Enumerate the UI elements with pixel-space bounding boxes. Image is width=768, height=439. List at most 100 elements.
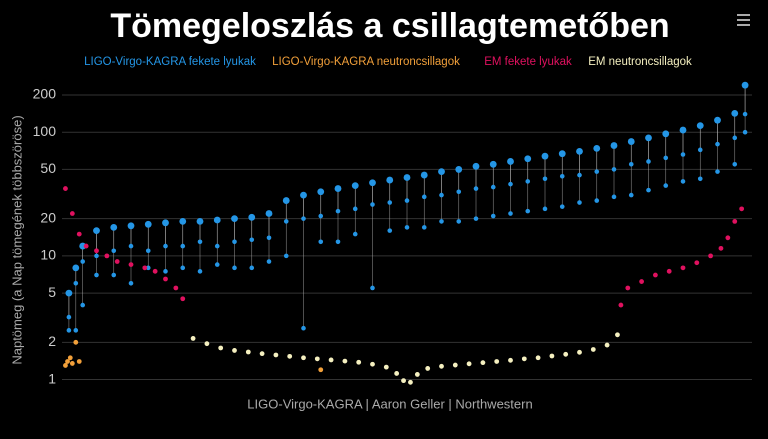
component-point xyxy=(214,243,220,249)
component-point xyxy=(111,272,117,278)
remnant-point xyxy=(334,185,342,192)
component-point xyxy=(301,325,306,331)
remnant-point xyxy=(196,217,204,225)
point xyxy=(76,359,82,364)
point xyxy=(163,276,168,282)
component-point xyxy=(370,285,375,291)
remnant-point xyxy=(576,147,583,155)
point xyxy=(328,357,334,363)
component-point xyxy=(249,265,255,271)
remnant-point xyxy=(403,174,411,181)
remnant-point xyxy=(265,210,273,217)
component-point xyxy=(283,219,289,224)
point xyxy=(301,355,306,361)
chart-title: Tömegeloszlás a csillagtemetőben xyxy=(110,7,669,45)
component-point xyxy=(266,259,272,264)
component-point xyxy=(628,192,634,198)
point xyxy=(535,355,541,361)
point xyxy=(204,341,210,347)
point xyxy=(83,243,89,249)
component-point xyxy=(732,162,738,167)
point xyxy=(383,364,389,370)
point xyxy=(615,332,620,338)
component-point xyxy=(335,208,341,214)
component-point xyxy=(214,262,220,267)
point xyxy=(680,265,686,271)
point xyxy=(425,366,431,371)
point xyxy=(577,349,582,355)
point xyxy=(69,211,75,216)
point xyxy=(480,360,486,366)
component-point xyxy=(715,141,720,147)
point xyxy=(128,262,134,267)
remnant-point xyxy=(541,152,549,160)
component-point xyxy=(663,155,669,161)
point xyxy=(508,357,513,363)
component-point xyxy=(266,235,272,241)
point xyxy=(76,231,82,237)
remnant-point xyxy=(369,179,376,187)
point xyxy=(394,371,400,376)
remnant-point xyxy=(162,219,169,227)
menu-icon[interactable] xyxy=(737,14,750,26)
point xyxy=(104,253,110,259)
remnant-point xyxy=(213,216,221,224)
point xyxy=(63,186,68,191)
component-point xyxy=(128,281,134,286)
component-point xyxy=(456,189,462,195)
remnant-point xyxy=(438,168,445,176)
remnant-point xyxy=(127,222,135,230)
component-point xyxy=(128,243,134,249)
point xyxy=(356,359,362,365)
component-point xyxy=(335,239,341,245)
remnant-point xyxy=(248,213,256,221)
y-tick-label: 10 xyxy=(40,247,56,263)
component-point xyxy=(646,187,651,193)
component-point xyxy=(197,269,203,274)
point xyxy=(466,361,472,367)
y-tick-label: 2 xyxy=(48,333,56,349)
component-point xyxy=(628,162,634,167)
remnant-point xyxy=(593,144,601,152)
component-point xyxy=(439,192,444,198)
component-point xyxy=(180,243,186,249)
point xyxy=(318,367,324,373)
remnant-point xyxy=(472,162,480,170)
component-point xyxy=(742,111,748,117)
point xyxy=(639,279,644,284)
remnant-point xyxy=(627,138,635,145)
point xyxy=(739,206,745,212)
remnant-point xyxy=(72,264,80,272)
point xyxy=(452,362,458,368)
point xyxy=(114,259,120,264)
y-tick-label: 100 xyxy=(33,123,57,139)
y-tick-label: 200 xyxy=(33,86,57,102)
point xyxy=(414,372,420,377)
point xyxy=(287,353,293,359)
remnant-point xyxy=(282,197,290,204)
remnant-point xyxy=(144,220,152,228)
component-point xyxy=(577,172,582,178)
component-point xyxy=(80,259,85,264)
component-point xyxy=(559,173,565,179)
component-point xyxy=(542,206,548,212)
point xyxy=(245,349,251,355)
component-point xyxy=(80,302,85,308)
remnant-point xyxy=(317,188,325,196)
component-point xyxy=(163,269,168,274)
component-point xyxy=(697,176,703,182)
remnant-point xyxy=(179,217,187,225)
remnant-point xyxy=(93,227,100,235)
remnant-point xyxy=(741,81,749,89)
remnant-point xyxy=(679,126,687,134)
point xyxy=(408,379,413,385)
component-point xyxy=(352,231,358,237)
remnant-point xyxy=(110,223,118,231)
remnant-point xyxy=(731,109,739,117)
point xyxy=(370,361,375,367)
component-point xyxy=(663,183,669,188)
component-point xyxy=(318,213,324,219)
remnant-point xyxy=(489,160,497,168)
remnant-point xyxy=(79,242,87,250)
